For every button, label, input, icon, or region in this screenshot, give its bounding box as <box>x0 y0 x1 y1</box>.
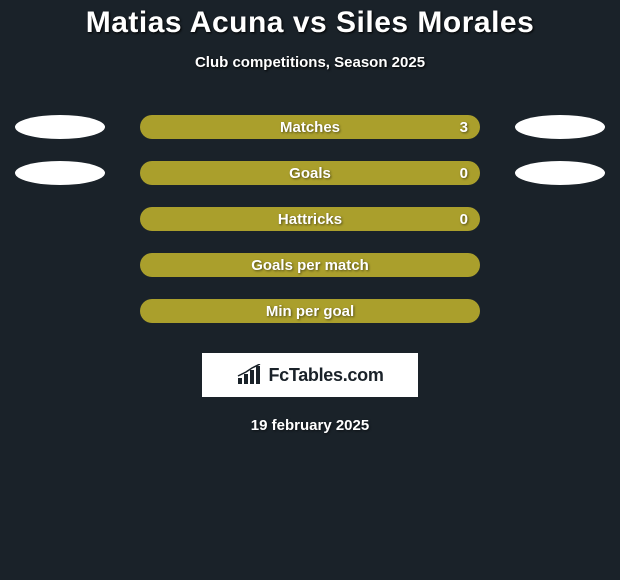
stat-bar: Hattricks 0 <box>140 207 480 231</box>
stat-row: Min per goal <box>0 299 620 323</box>
comparison-card: Matias Acuna vs Siles Morales Club compe… <box>0 0 620 434</box>
left-value-oval <box>15 115 105 139</box>
stat-row: Goals per match <box>0 253 620 277</box>
stat-row: Matches 3 <box>0 115 620 139</box>
stat-value: 3 <box>460 119 468 136</box>
right-value-oval <box>515 161 605 185</box>
stat-label: Hattricks <box>278 211 342 228</box>
stat-label: Min per goal <box>266 303 354 320</box>
stat-value: 0 <box>460 211 468 228</box>
logo-text: FcTables.com <box>268 365 383 386</box>
fctables-logo-icon <box>236 364 264 386</box>
stat-label: Matches <box>280 119 340 136</box>
stat-label: Goals <box>289 165 331 182</box>
stat-row: Hattricks 0 <box>0 207 620 231</box>
stat-rows: Matches 3 Goals 0 Hattricks 0 Goals <box>0 115 620 323</box>
left-value-oval <box>15 161 105 185</box>
logo-box: FcTables.com <box>202 353 418 397</box>
stat-value: 0 <box>460 165 468 182</box>
page-subtitle: Club competitions, Season 2025 <box>0 54 620 71</box>
stat-row: Goals 0 <box>0 161 620 185</box>
date-label: 19 february 2025 <box>0 417 620 434</box>
stat-bar: Matches 3 <box>140 115 480 139</box>
stat-label: Goals per match <box>251 257 369 274</box>
page-title: Matias Acuna vs Siles Morales <box>0 6 620 40</box>
right-value-oval <box>515 115 605 139</box>
stat-bar: Goals 0 <box>140 161 480 185</box>
stat-bar: Goals per match <box>140 253 480 277</box>
stat-bar: Min per goal <box>140 299 480 323</box>
